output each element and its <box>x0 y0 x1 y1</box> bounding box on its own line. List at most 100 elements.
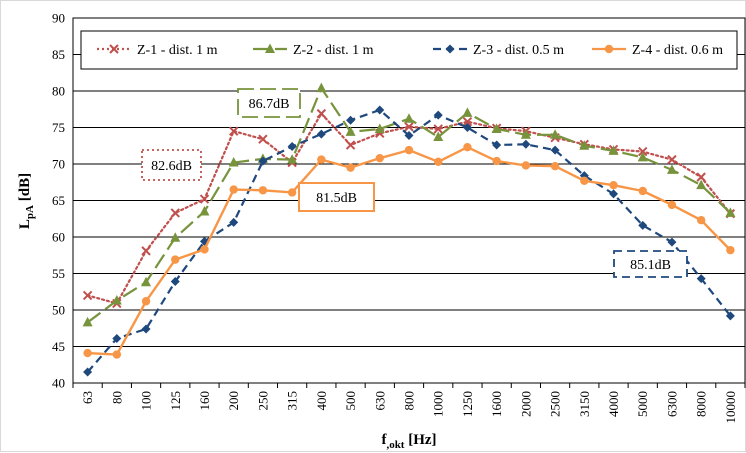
data-point <box>550 161 560 171</box>
data-point <box>404 131 414 141</box>
marker-stroke <box>696 172 706 182</box>
x-axis-title: f,okt [Hz] <box>381 432 436 451</box>
data-point <box>638 186 647 196</box>
data-point <box>433 124 443 134</box>
data-point <box>609 180 618 190</box>
marker-stroke <box>316 108 327 119</box>
x-tick-label: 315 <box>285 391 300 411</box>
axes: 40 45 50 55 60 65 70 75 80 85 90 63 80 100 125 160 200 25… <box>52 11 746 424</box>
data-point <box>109 44 119 54</box>
data-point <box>696 172 706 182</box>
data-point <box>111 295 122 305</box>
data-point <box>345 140 356 150</box>
data-point <box>141 276 152 287</box>
marker-stroke <box>404 122 414 132</box>
x-tick-label: 630 <box>372 391 387 411</box>
y-tick-label: 50 <box>52 303 65 318</box>
annotation-label: 86.7dB <box>249 97 290 112</box>
annotation-box <box>237 88 301 118</box>
annotations: 86.7dB 82.6dB 81.5dB 85.1dB <box>141 88 688 278</box>
data-point <box>229 185 238 194</box>
y-tick-label: 80 <box>52 84 65 99</box>
marker-stroke <box>433 124 443 134</box>
data-point <box>228 126 239 136</box>
data-point <box>492 156 501 166</box>
plot-area-border <box>72 17 746 384</box>
data-point <box>199 205 210 216</box>
data-point <box>604 44 614 54</box>
y-tick-label: 60 <box>52 230 65 245</box>
data-point <box>521 161 531 170</box>
data-point <box>316 108 327 119</box>
data-point <box>725 311 735 321</box>
data-point <box>638 146 648 157</box>
data-point <box>229 217 239 227</box>
series-line <box>86 112 732 305</box>
data-point <box>316 129 326 139</box>
data-point <box>696 179 707 190</box>
legend-label: Z-1 - dist. 1 m <box>137 43 218 58</box>
annotation-box <box>613 250 688 278</box>
marker-stroke <box>228 126 239 136</box>
data-point <box>404 145 414 155</box>
x-tick-label: 8000 <box>694 391 709 417</box>
data-point <box>521 139 531 149</box>
data-point <box>375 153 384 163</box>
data-point <box>550 145 560 155</box>
data-point <box>666 164 677 174</box>
data-point <box>83 367 93 377</box>
data-point <box>82 290 93 301</box>
x-tick-label: 250 <box>255 391 270 411</box>
series-2 <box>82 82 736 327</box>
marker-stroke <box>82 290 93 301</box>
data-point <box>200 245 209 254</box>
annotation-label: 81.5dB <box>316 191 357 206</box>
y-tick-label: 70 <box>52 157 65 172</box>
data-point <box>345 126 356 136</box>
marker-stroke <box>638 146 648 157</box>
data-point <box>141 246 151 256</box>
data-point <box>580 176 589 185</box>
data-point <box>374 123 385 133</box>
y-tick-label: 45 <box>52 339 65 354</box>
legend-box <box>80 30 738 70</box>
x-tick-label: 2500 <box>548 391 563 417</box>
data-point <box>462 116 473 127</box>
data-point <box>287 141 297 151</box>
legend: Z-1 - dist. 1 m Z-2 - dist. 1 m Z-3 - dist… <box>80 30 738 70</box>
marker-stroke <box>462 116 473 127</box>
marker-stroke <box>141 246 151 256</box>
data-point <box>492 140 502 150</box>
x-tick-label: 1250 <box>460 391 475 417</box>
y-axis-title: LpA [dB] <box>17 173 36 229</box>
data-point <box>228 157 239 167</box>
data-point <box>491 123 502 133</box>
data-point <box>112 333 122 343</box>
data-point <box>83 348 92 358</box>
data-point <box>434 157 443 167</box>
data-point <box>112 350 122 359</box>
marker-stroke <box>667 154 677 165</box>
data-point <box>141 324 151 334</box>
x-tick-label: 3150 <box>577 391 592 417</box>
data-point <box>550 129 561 139</box>
data-point <box>265 43 275 53</box>
data-point <box>462 123 472 132</box>
data-point <box>520 129 531 139</box>
data-point <box>638 220 648 230</box>
data-point <box>317 155 326 164</box>
marker-stroke <box>109 44 119 54</box>
x-tick-label: 200 <box>226 391 241 411</box>
x-tick-label: 2000 <box>518 391 533 417</box>
legend-label: Z-3 - dist. 0.5 m <box>473 43 564 58</box>
x-tick-label: 400 <box>314 391 329 411</box>
x-tick-label: 80 <box>109 391 124 404</box>
axis-titles: LpA [dB] f,okt [Hz] <box>17 173 437 451</box>
data-point <box>667 237 677 247</box>
data-point <box>199 194 210 204</box>
series-line <box>86 86 732 324</box>
marker-stroke <box>170 208 180 218</box>
x-tick-label: 63 <box>80 391 95 404</box>
y-tick-label: 90 <box>52 11 65 26</box>
